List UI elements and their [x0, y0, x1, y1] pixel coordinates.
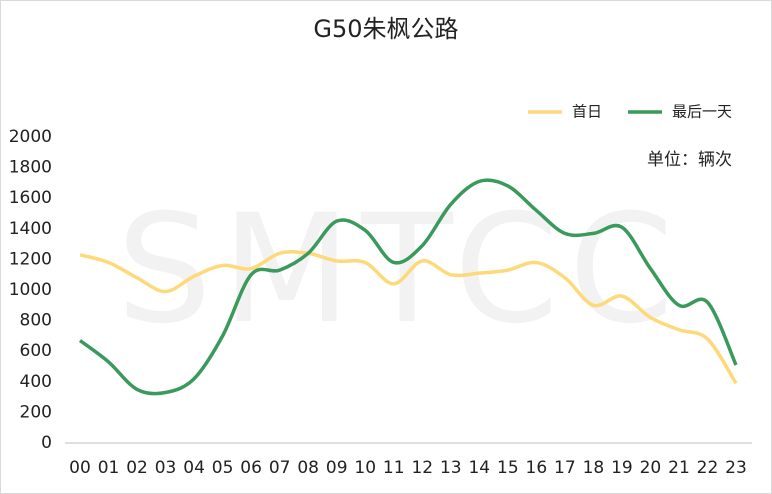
x-tick-label: 09	[326, 458, 348, 478]
x-tick-label: 13	[440, 458, 462, 478]
y-tick-label: 1200	[9, 249, 52, 269]
y-tick-label: 1600	[9, 188, 52, 208]
x-tick-label: 11	[383, 458, 405, 478]
x-tick-label: 04	[183, 458, 205, 478]
y-tick-label: 0	[41, 433, 52, 453]
x-tick-label: 06	[240, 458, 262, 478]
x-tick-label: 07	[269, 458, 291, 478]
y-tick-label: 1800	[9, 158, 52, 178]
x-tick-label: 18	[583, 458, 605, 478]
x-tick-label: 01	[98, 458, 120, 478]
watermark: SMTCC	[117, 183, 684, 357]
x-tick-label: 17	[554, 458, 576, 478]
x-tick-label: 03	[155, 458, 177, 478]
x-tick-label: 00	[69, 458, 91, 478]
x-tick-label: 16	[526, 458, 548, 478]
series-line	[79, 250, 738, 385]
x-tick-label: 02	[126, 458, 148, 478]
x-tick-label: 14	[468, 458, 490, 478]
y-tick-label: 600	[20, 341, 52, 361]
y-tick-label: 2000	[9, 127, 52, 147]
y-tick-label: 400	[20, 372, 52, 392]
chart-title: G50朱枫公路	[313, 15, 458, 43]
legend-label: 首日	[572, 103, 602, 121]
x-tick-label: 05	[212, 458, 234, 478]
y-tick-label: 1000	[9, 280, 52, 300]
series-line	[78, 178, 738, 396]
x-tick-label: 10	[354, 458, 376, 478]
y-tick-label: 1400	[9, 219, 52, 239]
x-tick-label: 19	[611, 458, 633, 478]
x-tick-label: 20	[640, 458, 662, 478]
x-tick-label: 21	[668, 458, 690, 478]
x-tick-label: 15	[497, 458, 519, 478]
x-tick-label: 23	[725, 458, 747, 478]
legend-label: 最后一天	[672, 103, 732, 121]
x-tick-label: 08	[297, 458, 319, 478]
unit-label: 单位：辆次	[647, 150, 732, 170]
x-tick-label: 22	[697, 458, 719, 478]
y-tick-label: 800	[20, 311, 52, 331]
x-tick-label: 12	[411, 458, 433, 478]
y-tick-label: 200	[20, 402, 52, 422]
